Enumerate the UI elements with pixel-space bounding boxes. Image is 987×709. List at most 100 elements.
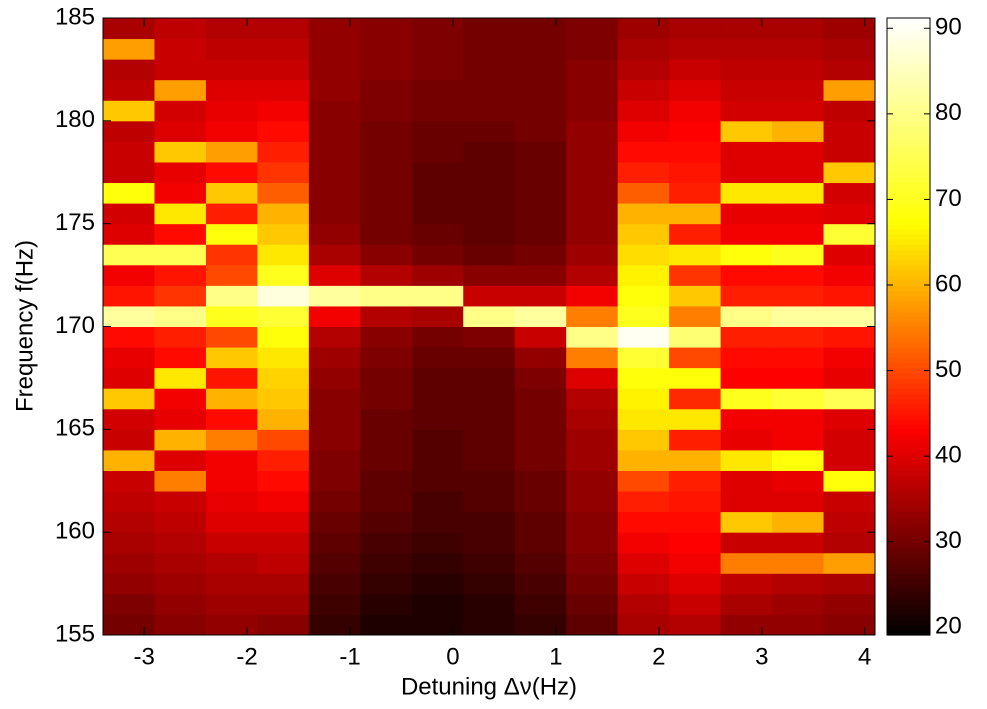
heatmap-cell [257,100,310,122]
heatmap-cell [617,614,670,636]
colorbar-swatch [887,59,930,65]
heatmap-cell [772,408,825,430]
heatmap-cell [566,408,619,430]
heatmap-cell [257,120,310,142]
x-axis-label: Detuning Δν(Hz) [401,673,577,700]
heatmap-cell [823,18,876,40]
colorbar-swatch [887,64,930,71]
x-tick-label: -2 [236,643,257,670]
heatmap-cell [411,326,464,348]
heatmap-cell [720,38,773,60]
heatmap-cell [411,203,464,225]
heatmap-cell [566,100,619,122]
heatmap-cell [360,18,413,40]
colorbar-swatch [887,223,930,230]
heatmap-cell [360,593,413,615]
heatmap-cell [514,264,567,286]
heatmap-cell [360,388,413,410]
heatmap-cell [720,141,773,163]
heatmap-cell [617,552,670,574]
heatmap-cell [103,491,155,513]
heatmap-cell [823,285,876,307]
heatmap-cell [669,59,722,81]
colorbar-swatch [887,491,930,497]
heatmap-cell [720,552,773,574]
heatmap-cell [823,182,876,204]
heatmap-cell [257,491,310,513]
heatmap-cell [205,161,258,184]
heatmap-cell [772,326,825,348]
heatmap-cell [360,326,413,348]
heatmap-cell [617,203,670,225]
colorbar-swatch [887,192,930,199]
heatmap-cell [308,18,361,40]
heatmap-cell [154,532,207,554]
colorbar-swatch [887,547,930,554]
colorbar-swatch [887,69,930,76]
heatmap-cell [823,59,876,81]
heatmap-cell [566,244,619,266]
heatmap-cell [463,141,516,163]
heatmap-cell [720,100,773,122]
colorbar-swatch [887,110,930,117]
heatmap-cell [720,449,773,471]
colorbar-swatch [887,614,930,621]
colorbar-swatch [887,38,930,45]
heatmap-cell [103,573,155,595]
heatmap-cell [205,59,258,81]
heatmap-cell [566,141,619,163]
y-tick-label: 155 [55,620,95,647]
heatmap-cell [566,449,619,471]
heatmap-cell [360,511,413,533]
heatmap-cell [617,79,670,101]
heatmap-cell [617,470,670,492]
colorbar-swatch [887,33,930,40]
colorbar-swatch [887,74,930,81]
heatmap-cell [514,38,567,60]
colorbar-swatch [887,542,930,549]
heatmap-cell [669,491,722,513]
heatmap-cell [103,182,155,204]
colorbar-swatch [887,28,930,35]
heatmap-cell [617,511,670,533]
heatmap-cell [669,511,722,533]
colorbar-swatch [887,367,930,374]
colorbar-swatch [887,557,930,564]
heatmap-cell [514,429,567,451]
heatmap-cell [669,18,722,40]
heatmap-cell [617,532,670,554]
colorbar-swatch [887,377,930,384]
heatmap-cell [669,244,722,266]
heatmap-cell [154,120,207,142]
heatmap-cell [720,470,773,492]
heatmap-cell [463,388,516,410]
heatmap-cell [308,347,361,369]
heatmap-cell [257,449,310,471]
colorbar-swatch [887,172,930,178]
heatmap-cell [772,244,825,266]
heatmap-cell [772,367,825,389]
heatmap-cell [411,161,464,184]
heatmap-cell [308,552,361,574]
heatmap-cell [669,326,722,348]
heatmap-cell [514,408,567,430]
heatmap-cell [772,203,825,225]
heatmap-cell [154,511,207,533]
heatmap-cell [205,326,258,348]
heatmap-cell [103,264,155,286]
heatmap-cell [514,532,567,554]
heatmap-cell [360,141,413,163]
colorbar-swatch [887,100,930,107]
heatmap-cell [720,532,773,554]
heatmap-cell [257,470,310,492]
heatmap-cell [617,408,670,430]
colorbar-swatch [887,496,930,502]
colorbar-swatch [887,275,930,281]
heatmap-cell [463,532,516,554]
colorbar-swatch [887,532,930,538]
heatmap-cell [772,491,825,513]
heatmap-cell [823,367,876,389]
heatmap-cell [463,614,516,636]
heatmap-cell [772,120,825,142]
